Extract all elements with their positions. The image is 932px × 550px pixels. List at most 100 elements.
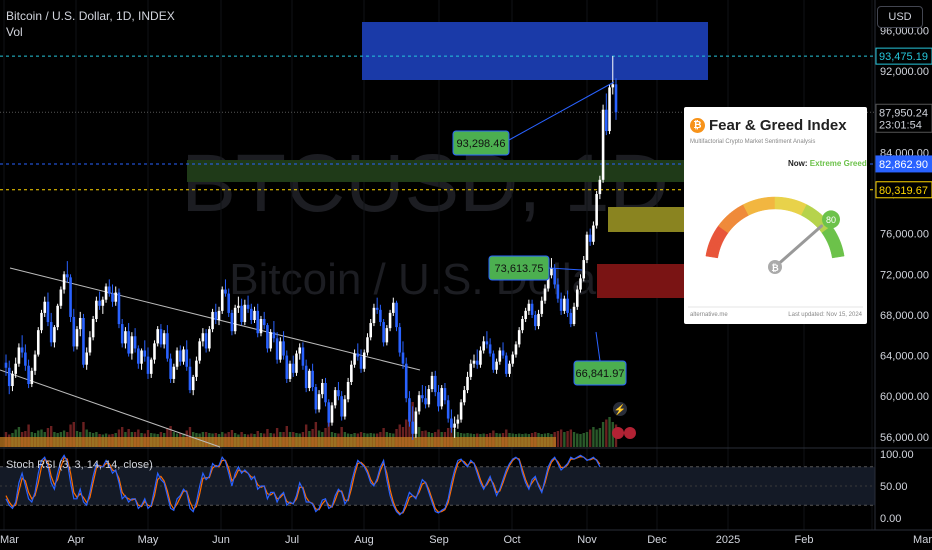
candle-body: [430, 375, 434, 390]
candle-body: [195, 360, 198, 377]
candle-body: [314, 387, 318, 410]
candle-body: [385, 328, 389, 343]
candle-body: [366, 337, 369, 353]
candle-body: [563, 298, 566, 311]
candle-body: [579, 278, 582, 290]
price-countdown: 23:01:54: [879, 119, 922, 131]
candle-body: [288, 363, 292, 379]
candle-body: [453, 423, 456, 428]
y-tick-label: 56,000.00: [880, 432, 929, 444]
candle-body: [269, 332, 272, 349]
candle-body: [492, 353, 495, 370]
candle-body: [256, 310, 260, 334]
volume-bar: [304, 424, 308, 447]
candle-body: [98, 300, 101, 306]
candle-body: [556, 284, 560, 299]
candle-body: [511, 354, 515, 364]
volume-bar: [314, 422, 318, 447]
candle-body: [95, 300, 98, 319]
candle-body: [120, 324, 124, 344]
chart-header: Bitcoin / U.S. Dollar, 1D, INDEX Vol: [6, 8, 175, 40]
candle-body: [463, 390, 466, 403]
candle-body: [566, 298, 569, 313]
candle-body: [133, 336, 137, 349]
volume-bar: [576, 433, 579, 447]
candle-body: [156, 329, 159, 344]
y-tick-label: 92,000.00: [880, 66, 929, 78]
candle-body: [295, 353, 298, 373]
volume-bar: [563, 432, 566, 447]
candle-body: [369, 323, 373, 338]
candle-body: [272, 332, 276, 339]
volume-label[interactable]: Vol: [6, 25, 23, 39]
x-tick-label: Oct: [503, 534, 520, 546]
fear-greed-updated: Last updated: Nov 15, 2024: [788, 312, 862, 318]
candle-body: [543, 288, 547, 301]
candle-body: [395, 302, 398, 328]
volume-bar: [69, 424, 72, 447]
candle-body: [36, 330, 40, 355]
candle-body: [114, 292, 118, 302]
volume-bar: [572, 432, 576, 447]
candle-body: [130, 336, 134, 354]
candle-body: [304, 365, 308, 389]
support-zone-green: [187, 160, 684, 182]
volume-bar: [601, 422, 605, 447]
candle-body: [550, 268, 553, 276]
candle-body: [40, 312, 43, 331]
gauge-segment: [831, 252, 845, 259]
candle-body: [282, 341, 285, 356]
price-label: 82,862.90: [879, 159, 928, 171]
candle-body: [592, 225, 595, 242]
callout-leader: [595, 331, 601, 362]
candle-body: [446, 400, 450, 419]
volume-bar: [408, 412, 411, 447]
volume-bar: [405, 419, 408, 447]
candle-body: [59, 289, 63, 306]
candle-body: [104, 286, 108, 300]
volume-bar: [82, 422, 85, 447]
candle-body: [362, 352, 366, 369]
candle-body: [427, 389, 431, 405]
stoch-label: Stoch RSI (3, 3, 14, 14, close): [6, 459, 153, 471]
candle-body: [153, 343, 156, 360]
candle-body: [456, 419, 460, 424]
candle-body: [443, 388, 447, 401]
callout-box: [488, 255, 550, 281]
stoch-y-tick-label: 50.00: [880, 481, 908, 493]
candle-body: [230, 312, 234, 332]
candle-body: [46, 301, 50, 323]
candle-body: [488, 344, 492, 354]
candle-body: [14, 363, 17, 374]
candle-body: [401, 352, 405, 364]
candle-body: [275, 338, 279, 360]
fear-greed-subtitle: Multifactorial Crypto Market Sentiment A…: [690, 139, 816, 145]
volume-bar: [49, 426, 53, 447]
candle-body: [24, 352, 27, 366]
candle-body: [327, 402, 331, 423]
candle-body: [88, 337, 92, 353]
candle-body: [253, 310, 256, 321]
now-label: Now:: [788, 159, 808, 168]
candle-body: [43, 301, 47, 313]
stoch-y-tick-label: 0.00: [880, 513, 901, 525]
currency-button[interactable]: USD: [877, 6, 923, 28]
callout-leader: [508, 81, 615, 141]
symbol-title[interactable]: Bitcoin / U.S. Dollar, 1D, INDEX: [6, 9, 175, 23]
candle-body: [392, 302, 395, 313]
candle-body: [559, 298, 563, 311]
candle-body: [482, 341, 485, 351]
volume-bar: [598, 428, 602, 447]
candle-body: [537, 313, 540, 327]
candle-body: [291, 363, 295, 373]
candle-body: [324, 382, 327, 403]
candle-body: [204, 333, 208, 349]
candle-body: [440, 388, 444, 407]
y-tick-label: 96,000.00: [880, 25, 929, 37]
candle-body: [608, 87, 611, 132]
volume-bar: [595, 429, 598, 447]
candle-body: [611, 84, 615, 88]
candle-body: [107, 286, 111, 294]
gauge-segment: [771, 196, 776, 210]
